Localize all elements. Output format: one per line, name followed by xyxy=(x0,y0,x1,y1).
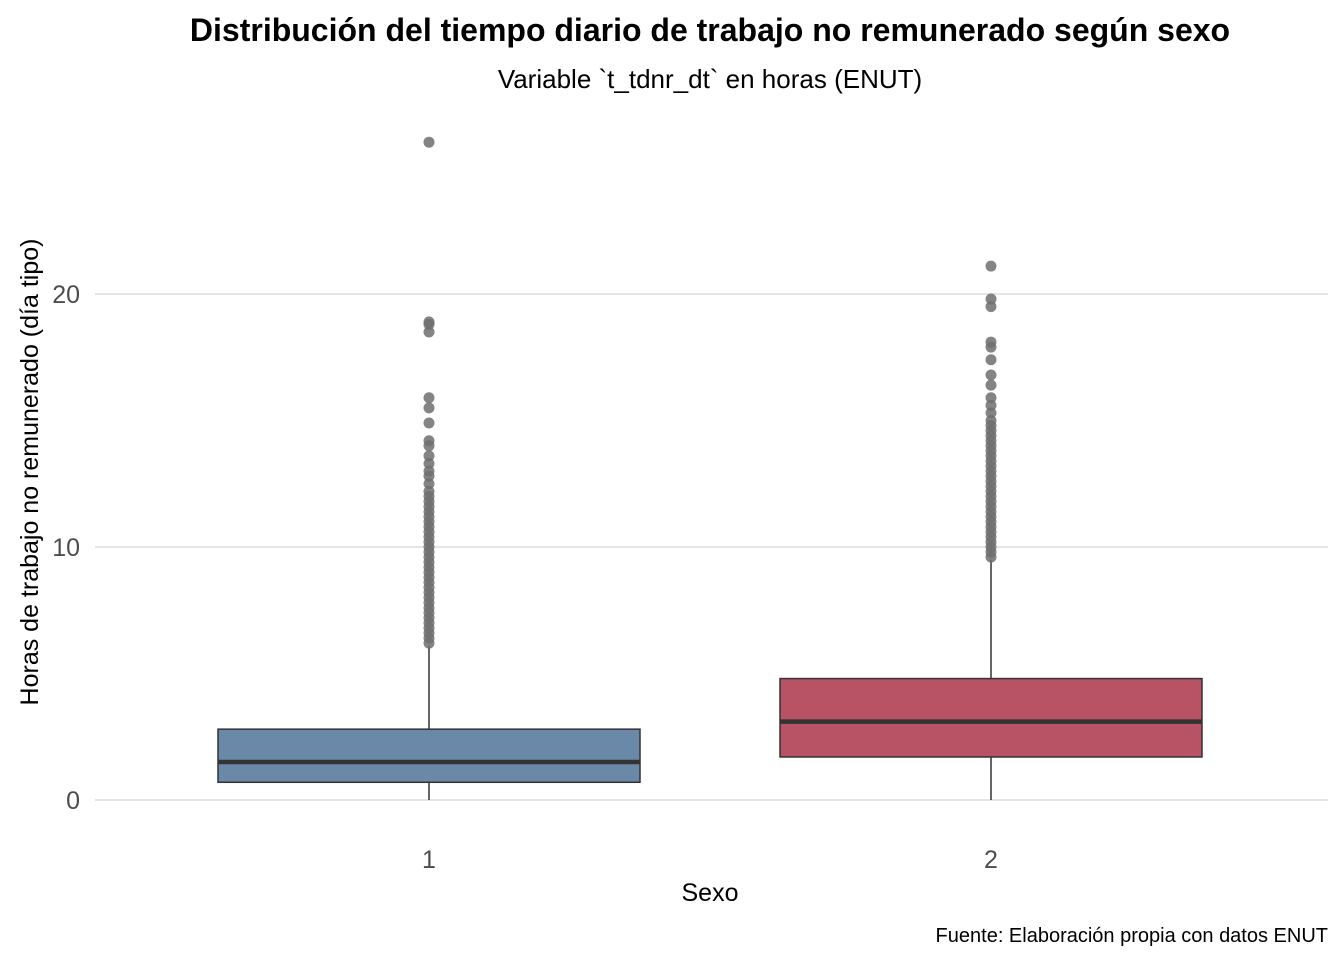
y-tick-label-10: 10 xyxy=(52,534,80,562)
outlier-point-2-30 xyxy=(985,392,997,404)
outlier-point-2-32 xyxy=(985,369,997,381)
outlier-layer xyxy=(423,136,997,649)
outlier-point-2-28 xyxy=(985,407,997,419)
outlier-point-2-33 xyxy=(985,354,997,366)
box-2 xyxy=(779,677,1203,758)
grid-layer xyxy=(95,293,1328,801)
outlier-point-1-33 xyxy=(423,465,435,477)
outlier-point-1-31 xyxy=(423,478,435,490)
outlier-point-1-39 xyxy=(423,402,435,414)
outlier-point-2-31 xyxy=(985,379,997,391)
y-tick-label-0: 0 xyxy=(66,787,80,815)
x-tick-label-2: 2 xyxy=(984,846,998,874)
outlier-point-2-38 xyxy=(985,260,997,272)
outlier-point-1-41 xyxy=(423,326,435,338)
outlier-point-1-34 xyxy=(423,458,435,470)
y-axis-title: Horas de trabajo no remunerado (día tipo… xyxy=(16,239,44,706)
outlier-point-1-30 xyxy=(423,485,435,497)
outlier-point-2-36 xyxy=(985,301,997,313)
outlier-point-2-35 xyxy=(985,336,997,348)
outlier-point-1-37 xyxy=(423,435,435,447)
tick-layer: 0 10 20 1 2 xyxy=(52,281,998,874)
outlier-point-2-29 xyxy=(985,399,997,411)
x-tick-label-1: 1 xyxy=(422,846,436,874)
box-layer xyxy=(217,559,1203,800)
y-tick-label-20: 20 xyxy=(52,281,80,309)
outlier-point-1-40 xyxy=(423,392,435,404)
box-1 xyxy=(217,728,641,784)
outlier-point-2-37 xyxy=(985,293,997,305)
outlier-point-1-35 xyxy=(423,450,435,462)
chart-subtitle: Variable `t_tdnr_dt` en horas (ENUT) xyxy=(498,64,922,94)
outlier-point-1-43 xyxy=(423,316,435,328)
outlier-point-2-27 xyxy=(985,415,997,426)
x-axis-title: Sexo xyxy=(682,879,739,907)
outlier-point-1-38 xyxy=(423,417,435,429)
chart-title: Distribución del tiempo diario de trabaj… xyxy=(190,12,1230,48)
outlier-point-1-44 xyxy=(423,136,435,148)
chart-caption: Fuente: Elaboración propia con datos ENU… xyxy=(936,925,1328,947)
